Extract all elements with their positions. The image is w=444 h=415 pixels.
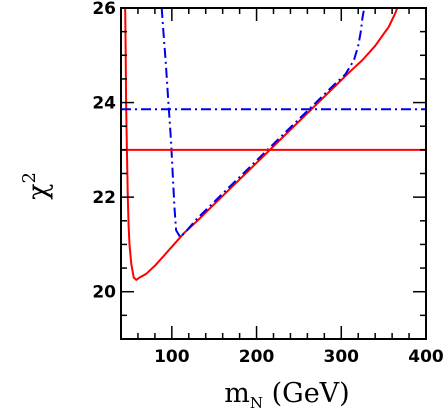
y-axis-title: χ2: [19, 172, 54, 200]
x-tick-label: 100: [154, 347, 190, 367]
x-axis-title-unit: (GeV): [263, 378, 350, 409]
y-tick-label: 26: [92, 0, 116, 19]
x-axis-title-sub: N: [250, 394, 263, 412]
y-axis-title-main: χ: [23, 184, 54, 200]
x-axis-title-main: m: [224, 378, 250, 409]
x-tick-label: 200: [239, 347, 275, 367]
curves-layer: [121, 8, 426, 281]
y-tick-label: 20: [92, 283, 116, 303]
ticks-layer: [120, 7, 427, 340]
y-tick-label: 24: [92, 94, 116, 114]
tick-labels-layer: 100 200 300 400 20 22 24 26: [92, 0, 444, 367]
x-axis-title: mN (GeV): [224, 378, 349, 412]
plot-frame: [120, 7, 427, 340]
x-tick-label: 400: [408, 347, 444, 367]
y-axis-title-sup: 2: [19, 172, 40, 183]
y-tick-label: 22: [92, 188, 116, 208]
series-line-1: [124, 8, 399, 281]
x-tick-label: 300: [324, 347, 360, 367]
series-line-2: [160, 8, 366, 239]
